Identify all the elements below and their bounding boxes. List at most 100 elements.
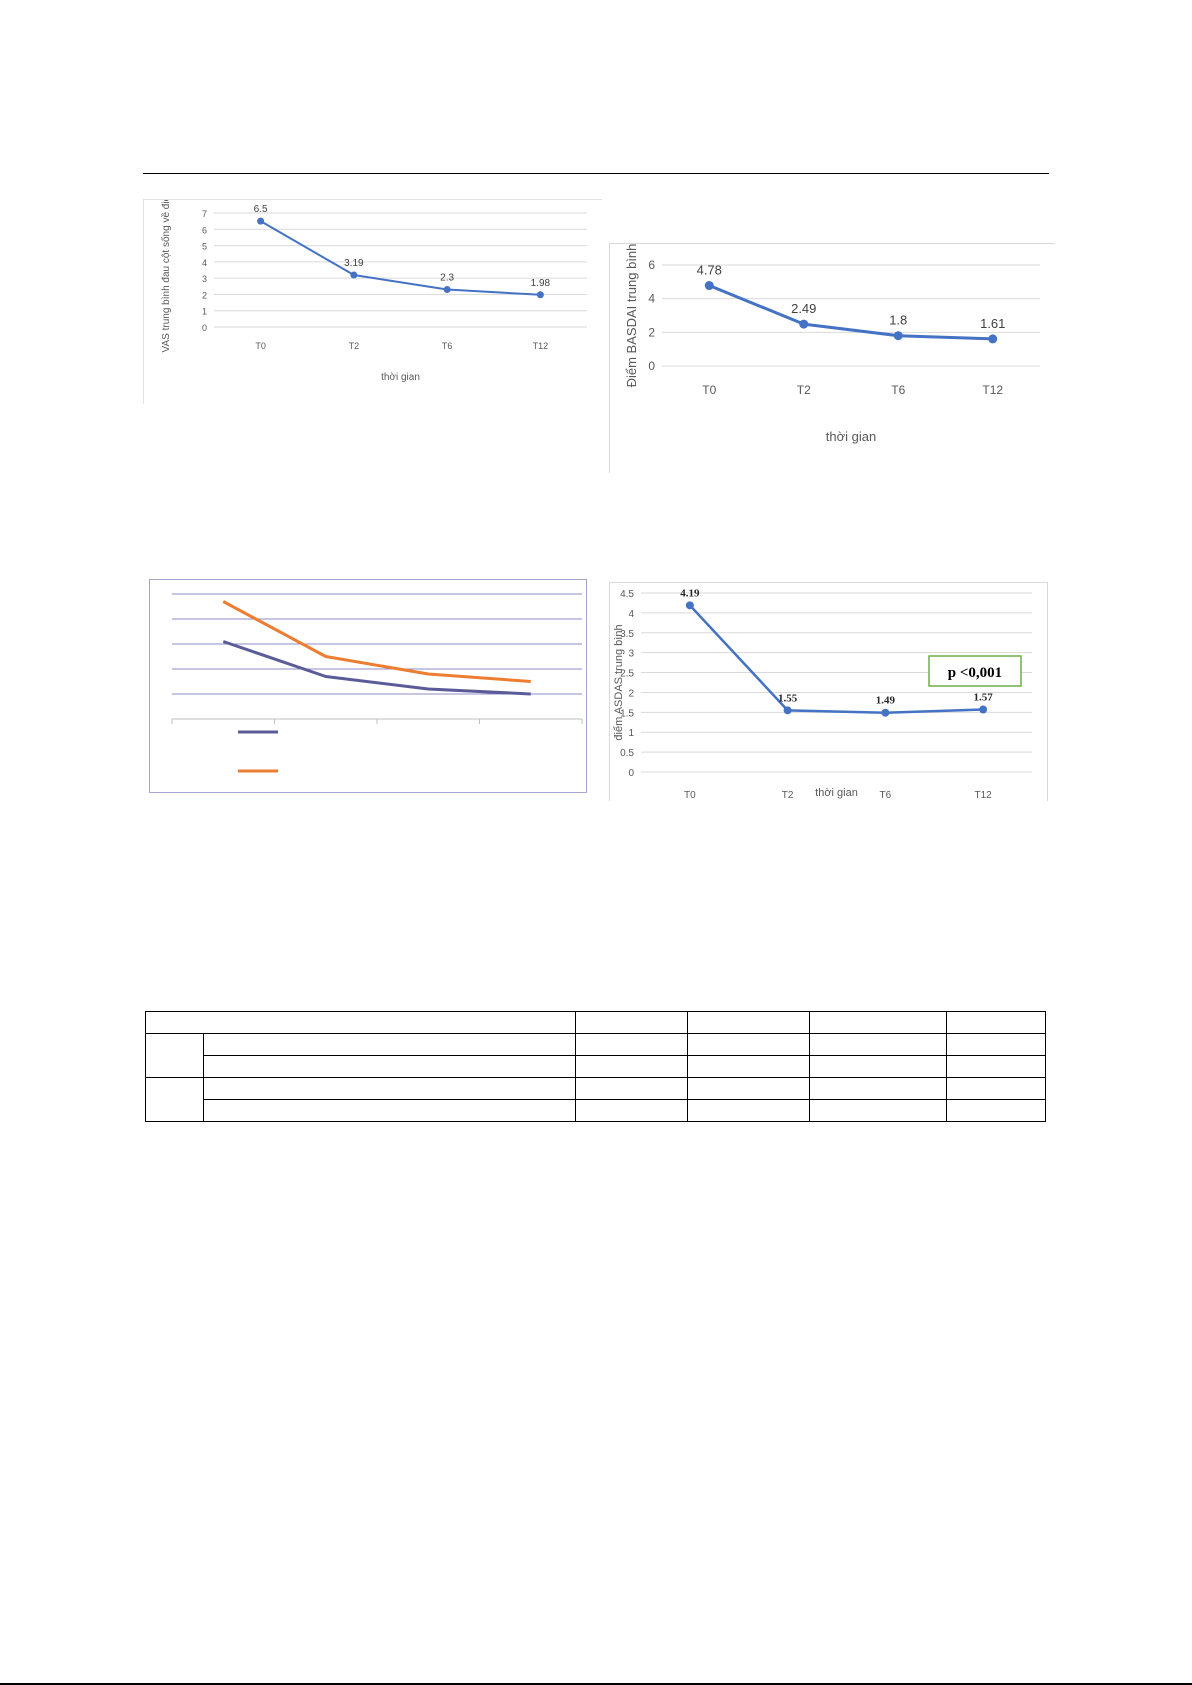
chart-svg: 0 2 4 6 T0 T2 T6 T12 4.78 2.49 1.8 1.61 thời gian Điể… (624, 244, 1040, 444)
data-point (979, 705, 988, 714)
table-cell (687, 1055, 810, 1078)
data-label: 4.19 (680, 587, 700, 599)
table-row (146, 1055, 1046, 1078)
table-cell (687, 1011, 810, 1034)
x-tick-label: T0 (702, 383, 716, 397)
data-label: 1.57 (974, 692, 994, 704)
data-point (783, 706, 792, 715)
data-label: 2.49 (791, 301, 816, 316)
table-row (145, 1033, 1046, 1078)
y-tick-label: 6 (202, 225, 207, 235)
page-footer-rule (0, 1683, 1192, 1685)
y-tick-label: 2.5 (620, 669, 634, 680)
data-point (257, 217, 265, 225)
data-label: 1.8 (889, 313, 907, 328)
table-cell (203, 1033, 576, 1056)
x-tick-label: T12 (982, 383, 1003, 397)
page-header-rule (143, 173, 1049, 174)
y-tick-label: 0 (648, 359, 655, 373)
y-tick-label: 0 (202, 323, 207, 333)
y-tick-label: 2 (628, 688, 634, 699)
y-axis-label: điểm ASDAS trung bình (613, 624, 625, 740)
data-point (704, 281, 714, 291)
table-cell (687, 1077, 810, 1100)
table-cell (809, 1099, 947, 1122)
table-cell (946, 1011, 1046, 1034)
y-tick-label: 1 (202, 307, 207, 317)
data-point (350, 271, 358, 279)
data-label: 1.49 (876, 695, 896, 707)
table-cell (687, 1099, 810, 1122)
y-tick-label: 3 (202, 274, 207, 284)
table-cell (809, 1011, 947, 1034)
x-tick-label: T6 (880, 790, 892, 801)
x-tick-label: T2 (797, 383, 811, 397)
annotation-text: p <0,001 (948, 665, 1002, 681)
x-tick-label: T2 (349, 341, 360, 351)
table-cell (575, 1055, 688, 1078)
annotation-box (928, 655, 1022, 687)
table-row (145, 1077, 1046, 1122)
table-cell (687, 1033, 810, 1056)
table-cell (809, 1033, 947, 1056)
y-tick-label: 7 (202, 209, 207, 219)
series-line (260, 220, 541, 296)
x-tick-label: T0 (684, 790, 696, 801)
chart-svg: 0 0.5 1 1.5 2 2.5 3 3.5 4 4.5 T0 T2 T6 T12 4.19 1.55 1.4… (613, 587, 1032, 801)
table-cell (946, 1033, 1046, 1056)
data-point (685, 601, 694, 610)
data-label: 3.19 (344, 258, 364, 269)
basdai-chart: 0 2 4 6 T0 T2 T6 T12 4.78 2.49 1.8 1.61 thời gian Điể… (609, 243, 1055, 473)
x-tick-label: T6 (891, 383, 905, 397)
y-tick-label: 5 (202, 242, 207, 252)
chart-svg (171, 593, 583, 773)
table-row (146, 1099, 1046, 1122)
table-cell (145, 1011, 576, 1034)
y-tick-label: 2 (202, 290, 207, 300)
y-tick-label: 4.5 (620, 589, 634, 600)
table-cell (575, 1033, 688, 1056)
two-series-chart (149, 579, 587, 793)
y-tick-label: 4 (648, 292, 655, 306)
y-tick-label: 1.5 (620, 708, 634, 719)
table-cell (946, 1055, 1046, 1078)
table-cell (203, 1055, 576, 1078)
data-point (799, 319, 809, 329)
table-cell (575, 1011, 688, 1034)
table-cell (575, 1099, 688, 1122)
data-label: 1.61 (980, 316, 1005, 331)
data-point (988, 334, 998, 344)
data-point (443, 286, 451, 294)
data-point (536, 291, 544, 299)
y-tick-label: 3 (628, 649, 634, 660)
y-axis-label: Điểm BASDAI trung bình (624, 244, 639, 387)
series-line (222, 640, 531, 696)
y-tick-label: 6 (648, 258, 655, 272)
table-cell (809, 1055, 947, 1078)
table-group-cell (145, 1077, 204, 1122)
y-axis-label: VAS trung bình đau cột sống về điểm (160, 200, 172, 352)
table-cell (203, 1077, 576, 1100)
table-cell (203, 1099, 576, 1122)
y-tick-label: 4 (202, 258, 207, 268)
table-cell (809, 1077, 947, 1100)
table-header-row (145, 1011, 1046, 1034)
series-line (688, 604, 984, 714)
asdas-chart: 0 0.5 1 1.5 2 2.5 3 3.5 4 4.5 T0 T2 T6 T12 4.19 1.55 1.4… (609, 582, 1048, 801)
y-tick-label: 2 (648, 325, 655, 339)
y-tick-label: 4 (628, 609, 634, 620)
data-label: 1.55 (778, 692, 798, 704)
table-cell (946, 1099, 1046, 1122)
data-point (881, 708, 890, 717)
y-tick-label: 0 (628, 768, 634, 779)
data-label: 2.3 (440, 273, 454, 284)
data-label: 4.78 (697, 263, 722, 278)
table-cell (575, 1077, 688, 1100)
data-point (893, 331, 903, 341)
x-tick-label: T6 (442, 341, 453, 351)
x-tick-label: T12 (975, 790, 993, 801)
x-tick-label: T2 (782, 790, 794, 801)
data-label: 1.98 (531, 278, 551, 289)
data-label: 6.5 (254, 204, 268, 215)
x-axis-label: thời gian (381, 372, 420, 383)
